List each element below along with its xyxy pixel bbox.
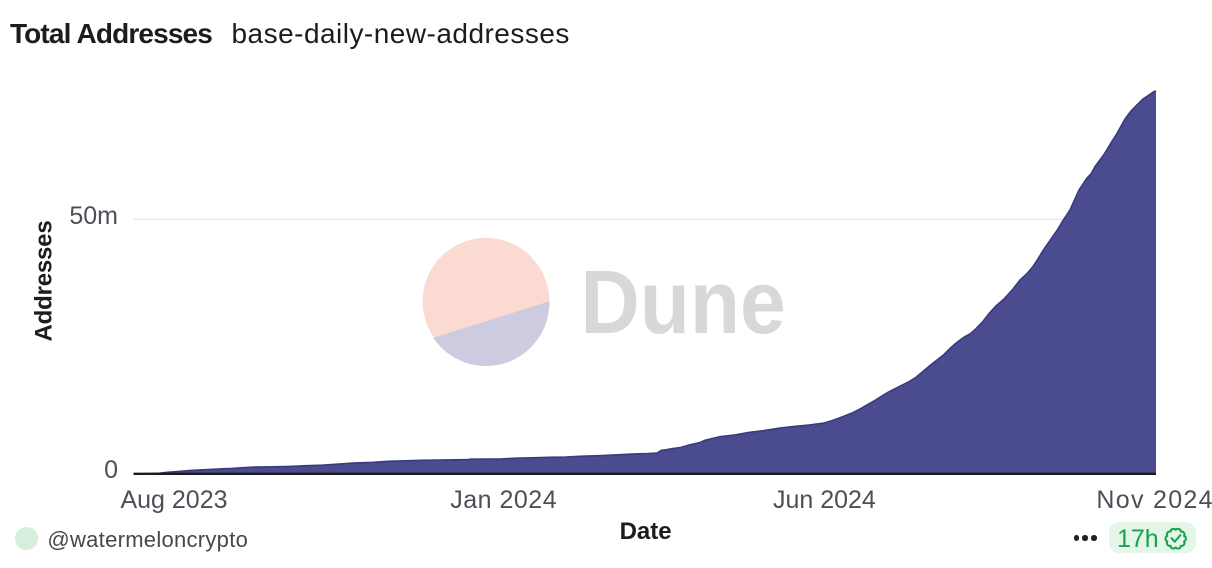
svg-text:Dune: Dune [581,253,786,353]
